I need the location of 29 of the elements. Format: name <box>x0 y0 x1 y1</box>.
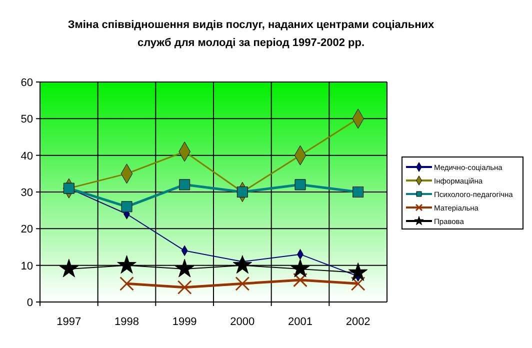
y-tick-label: 10 <box>20 260 33 272</box>
x-tick-label: 2002 <box>346 316 370 328</box>
point <box>120 276 134 291</box>
y-tick-label: 50 <box>20 114 33 126</box>
point <box>177 280 192 295</box>
y-tick-label: 40 <box>20 150 33 162</box>
point <box>293 272 308 288</box>
point <box>232 255 252 274</box>
x-tick-label: 1997 <box>56 316 82 328</box>
x-tick-label: 2000 <box>230 316 255 328</box>
point <box>294 179 306 190</box>
point <box>121 201 132 212</box>
point <box>59 258 79 278</box>
y-tick-label: 0 <box>26 297 33 309</box>
point <box>179 179 190 190</box>
point <box>352 186 364 198</box>
chart-title: Зміна співвідношення видів послуг, наданих центрами соціальних служб для молоді за період 1997-2002 рр. <box>68 19 436 49</box>
point <box>290 258 310 278</box>
x-tick-label: 1999 <box>172 316 197 328</box>
y-tick-label: 60 <box>20 77 33 89</box>
y-tick-label: 30 <box>20 187 33 199</box>
x-tick-label: 1998 <box>114 316 139 328</box>
point <box>174 258 194 278</box>
point <box>235 276 250 291</box>
point <box>350 276 366 291</box>
point <box>117 255 136 274</box>
point <box>348 262 368 281</box>
y-tick-label: 20 <box>20 224 33 236</box>
x-tick-label: 2001 <box>288 316 312 328</box>
